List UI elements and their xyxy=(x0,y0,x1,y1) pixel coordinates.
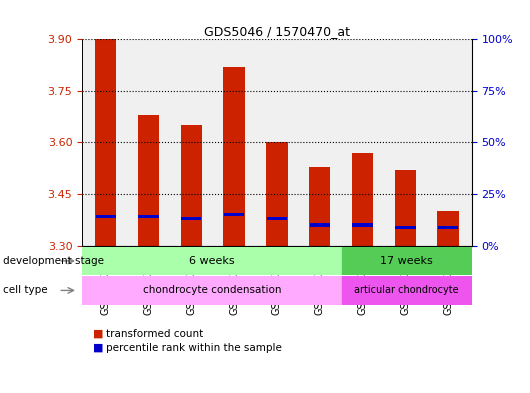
Bar xyxy=(138,115,159,246)
Bar xyxy=(395,170,416,246)
Text: transformed count: transformed count xyxy=(106,329,203,339)
Bar xyxy=(224,213,244,216)
Bar xyxy=(395,226,416,229)
Text: ■: ■ xyxy=(93,343,103,353)
Text: percentile rank within the sample: percentile rank within the sample xyxy=(106,343,282,353)
Bar xyxy=(266,142,288,246)
Bar xyxy=(437,211,459,246)
Bar xyxy=(82,247,342,275)
Bar xyxy=(138,215,158,218)
Bar xyxy=(181,217,201,220)
Bar xyxy=(342,247,472,275)
Bar xyxy=(95,215,116,218)
Bar xyxy=(342,276,472,305)
Bar xyxy=(309,167,330,246)
Bar xyxy=(438,226,458,229)
Bar xyxy=(310,224,330,226)
Text: ■: ■ xyxy=(93,329,103,339)
Bar xyxy=(267,217,287,220)
Bar xyxy=(224,67,245,246)
Text: development stage: development stage xyxy=(3,256,104,266)
Bar xyxy=(82,276,342,305)
Text: 6 weeks: 6 weeks xyxy=(189,256,235,266)
Bar xyxy=(352,224,373,226)
Bar xyxy=(181,125,202,246)
Text: cell type: cell type xyxy=(3,285,47,296)
Text: articular chondrocyte: articular chondrocyte xyxy=(355,285,459,296)
Title: GDS5046 / 1570470_at: GDS5046 / 1570470_at xyxy=(204,25,350,38)
Text: chondrocyte condensation: chondrocyte condensation xyxy=(143,285,281,296)
Text: 17 weeks: 17 weeks xyxy=(381,256,433,266)
Bar xyxy=(352,153,373,246)
Bar xyxy=(95,39,117,246)
